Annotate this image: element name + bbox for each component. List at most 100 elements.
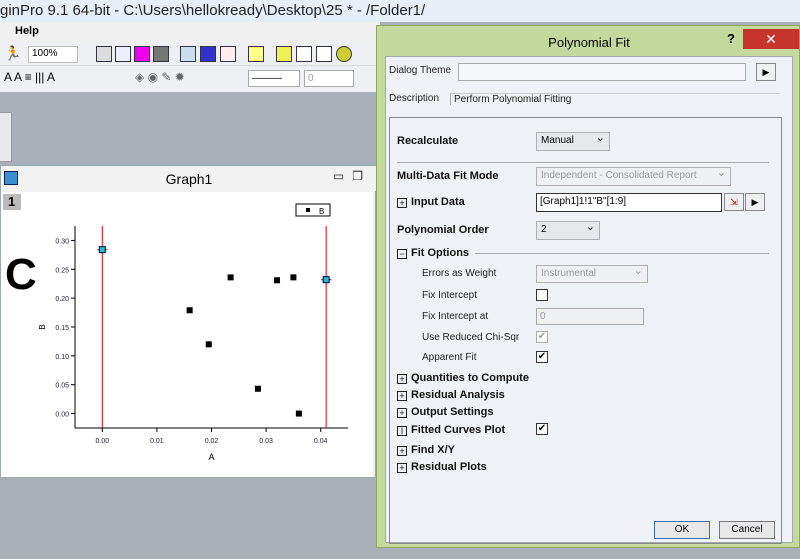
ok-button[interactable]: OK: [654, 521, 710, 539]
graph-page: 1 C 0.00 0.01 0.02 0.03 0.04 0.00 0.05 0.10 0.15…: [1, 192, 373, 477]
fix-intercept-label: Fix Intercept: [422, 290, 478, 301]
x-tick-label: 0.02: [205, 438, 219, 445]
close-button[interactable]: ✕: [743, 29, 799, 49]
description-text: Perform Polynomial Fitting: [450, 93, 780, 105]
multi-data-fit-select[interactable]: Independent - Consolidated Report: [536, 166, 731, 186]
section-label: Fitted Curves Plot: [411, 424, 506, 436]
graph-icon[interactable]: [220, 46, 236, 62]
section-label: Find X/Y: [411, 444, 455, 456]
graph-title: Graph1: [165, 171, 213, 187]
print-icon[interactable]: [96, 46, 112, 62]
side-panel-tab[interactable]: [0, 112, 12, 162]
collapse-icon[interactable]: −: [397, 249, 407, 259]
section-residual-plots[interactable]: + Residual Plots: [397, 461, 487, 473]
movie-icon[interactable]: [153, 46, 169, 62]
description-label: Description: [389, 93, 440, 104]
project-tree-icon[interactable]: [248, 46, 264, 62]
line-width-value: 0: [308, 73, 314, 84]
run-icon[interactable]: 🏃: [4, 45, 22, 61]
reduced-chisqr-label: Use Reduced Chi-Sqr: [422, 332, 520, 343]
divider: [397, 162, 769, 163]
recalculate-label: Recalculate: [397, 135, 459, 147]
errors-weight-select[interactable]: Instrumental: [536, 264, 648, 283]
scatter-plot[interactable]: 0.00 0.01 0.02 0.03 0.04 0.00 0.05 0.10 0.15 0.20…: [1, 192, 373, 477]
script-window-icon[interactable]: [316, 46, 332, 62]
help-button[interactable]: ?: [727, 31, 735, 46]
divider: [475, 253, 769, 254]
data-point: [290, 274, 297, 281]
font-size-icon[interactable]: A A ≡ ||| A: [4, 70, 56, 84]
y-tick-label: 0.20: [55, 296, 69, 303]
y-tick-label: 0.25: [55, 267, 69, 274]
data-point: [205, 341, 212, 348]
fix-intercept-at-field[interactable]: 0: [536, 308, 644, 325]
dialog-title: Polynomial Fit: [548, 35, 630, 50]
data-point: [227, 274, 234, 281]
layer-number: 1: [8, 194, 16, 209]
input-data-label[interactable]: + Input Data: [397, 196, 465, 208]
layer-indicator[interactable]: 1: [3, 194, 21, 210]
expand-icon[interactable]: +: [397, 408, 407, 418]
zoom-select[interactable]: 100%: [28, 46, 78, 63]
data-point: [274, 277, 281, 284]
multi-data-fit-label: Multi-Data Fit Mode: [397, 170, 499, 182]
line-style-select[interactable]: ———: [248, 70, 300, 87]
y-tick-label: 0.05: [55, 383, 69, 390]
expand-icon[interactable]: +: [397, 391, 407, 401]
reduced-chisqr-checkbox[interactable]: ✔: [536, 331, 548, 343]
fit-options-header[interactable]: − Fit Options: [397, 247, 469, 259]
dialog-body: Dialog Theme ▶ Description Perform Polyn…: [385, 56, 793, 544]
section-find-xy[interactable]: + Find X/Y: [397, 444, 455, 456]
graph-title-bar: Graph1: [1, 166, 377, 191]
apparent-fit-checkbox[interactable]: ✔: [536, 351, 548, 363]
input-data-field[interactable]: [Graph1]1!1"B"[1:9]: [536, 193, 722, 212]
fill-color-icon[interactable]: ◈ ◉ ✎ ✹: [135, 70, 185, 84]
apparent-fit-label: Apparent Fit: [422, 352, 477, 363]
theme-menu-button[interactable]: ▶: [756, 63, 776, 81]
input-data-text: Input Data: [411, 196, 465, 208]
fix-intercept-at-label: Fix Intercept at: [422, 311, 489, 322]
expand-icon[interactable]: I: [397, 426, 407, 436]
section-fitted-curves[interactable]: I Fitted Curves Plot: [397, 424, 505, 436]
section-label: Residual Analysis: [411, 389, 505, 401]
y-tick-label: 0.10: [55, 354, 69, 361]
section-output-settings[interactable]: + Output Settings: [397, 406, 494, 418]
input-menu-button[interactable]: ▶: [745, 193, 765, 211]
expand-icon[interactable]: +: [397, 463, 407, 473]
settings-icon[interactable]: [336, 46, 352, 62]
section-quantities[interactable]: + Quantities to Compute: [397, 372, 529, 384]
fitted-curves-checkbox[interactable]: ✔: [536, 423, 548, 435]
section-label: Quantities to Compute: [411, 372, 529, 384]
image-icon[interactable]: [134, 46, 150, 62]
data-point: [98, 246, 106, 254]
line-width-select[interactable]: 0: [304, 70, 354, 87]
recalculate-select[interactable]: Manual: [536, 131, 610, 151]
expand-icon[interactable]: +: [397, 446, 407, 456]
window-buttons[interactable]: ▭❐: [332, 169, 371, 183]
standard-toolbar: 🏃 100%: [0, 42, 380, 66]
notes-icon[interactable]: [180, 46, 196, 62]
select-data-icon[interactable]: ⇲: [724, 193, 744, 211]
expand-icon[interactable]: +: [397, 374, 407, 384]
x-tick-label: 0.04: [314, 438, 328, 445]
slideshow-icon[interactable]: [115, 46, 131, 62]
x-axis-label: A: [208, 452, 214, 462]
fit-options-text: Fit Options: [411, 247, 470, 259]
section-residual-analysis[interactable]: + Residual Analysis: [397, 389, 505, 401]
cancel-button[interactable]: Cancel: [719, 521, 775, 539]
data-point: [186, 307, 193, 314]
annotation-text: C: [5, 250, 37, 299]
x-tick-label: 0.01: [150, 438, 164, 445]
polynomial-order-select[interactable]: 2: [536, 220, 600, 240]
y-tick-label: 0.00: [55, 412, 69, 419]
graph-window: Graph1 ▭❐ 1 C 0.00 0.01 0.02 0.03 0.04 0.00 0.…: [0, 165, 377, 478]
expand-icon[interactable]: +: [397, 198, 407, 208]
explorer-icon[interactable]: [276, 46, 292, 62]
fix-intercept-checkbox[interactable]: [536, 289, 548, 301]
menu-help[interactable]: Help: [15, 25, 39, 37]
section-label: Output Settings: [411, 406, 494, 418]
dialog-theme-field[interactable]: [458, 63, 746, 81]
zoom-value: 100%: [32, 48, 58, 59]
layout-icon[interactable]: [200, 46, 216, 62]
results-log-icon[interactable]: [296, 46, 312, 62]
